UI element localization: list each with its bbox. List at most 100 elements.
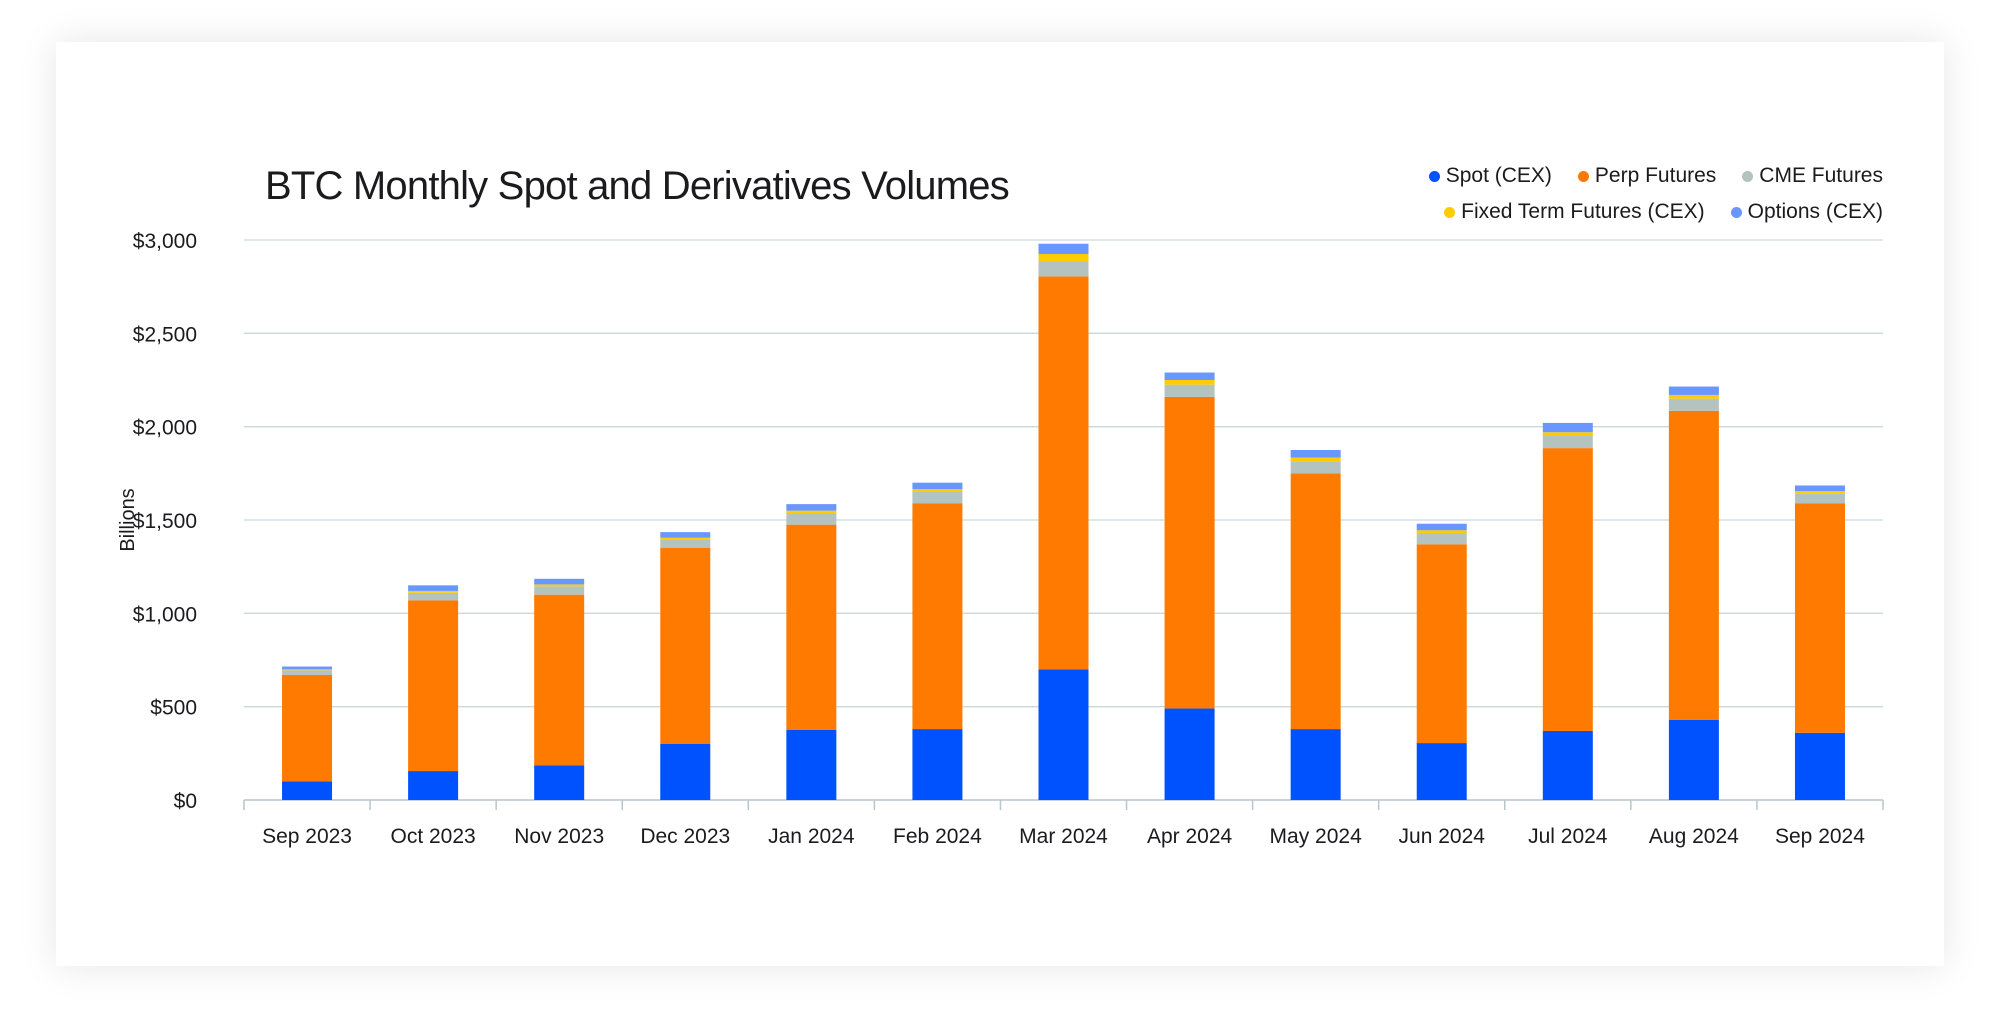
bar-segment bbox=[660, 539, 711, 548]
bar-segment bbox=[282, 781, 333, 800]
bar-segment bbox=[786, 524, 837, 730]
bar-segment bbox=[1794, 493, 1845, 504]
x-tick-label: Feb 2024 bbox=[893, 825, 982, 848]
bar-segment bbox=[1668, 398, 1719, 411]
bar-segment bbox=[1542, 432, 1593, 436]
x-tick-label: Apr 2024 bbox=[1147, 825, 1233, 848]
legend-label-perp: Perp Futures bbox=[1594, 164, 1717, 187]
bar-segment bbox=[1668, 410, 1719, 720]
bar-segment bbox=[1290, 473, 1341, 730]
x-tick-label: Sep 2023 bbox=[262, 825, 352, 848]
bar-segment bbox=[1542, 448, 1593, 731]
bar-segment bbox=[1794, 732, 1845, 800]
bar-segment bbox=[1164, 708, 1215, 800]
chart-legend: Spot (CEX) Perp Futures CME Futures Fixe… bbox=[1428, 158, 1883, 230]
legend-swatch-fixed-term bbox=[1444, 206, 1456, 218]
bar-segment bbox=[1038, 669, 1089, 800]
bar-segment bbox=[912, 503, 963, 730]
bar-segment bbox=[408, 585, 459, 591]
bar-segment bbox=[1416, 530, 1467, 534]
x-tick-label: Oct 2023 bbox=[390, 825, 475, 848]
bar-segment bbox=[534, 594, 585, 766]
x-tick-label: Nov 2023 bbox=[514, 825, 604, 848]
bar-segment bbox=[1416, 523, 1467, 531]
bar-segment bbox=[1416, 544, 1467, 744]
x-tick-label: Jul 2024 bbox=[1528, 825, 1608, 848]
legend-swatch-cme bbox=[1742, 170, 1754, 182]
bar-segment bbox=[1164, 384, 1215, 397]
bar-segment bbox=[660, 532, 711, 538]
legend-row-1: Spot (CEX) Perp Futures CME Futures bbox=[1428, 158, 1883, 194]
legend-label-spot: Spot (CEX) bbox=[1445, 164, 1552, 187]
legend-row-2: Fixed Term Futures (CEX) Options (CEX) bbox=[1429, 194, 1883, 230]
bar-segment bbox=[534, 586, 585, 595]
x-tick-label: Mar 2024 bbox=[1019, 825, 1108, 848]
legend-label-fixed-term: Fixed Term Futures (CEX) bbox=[1461, 200, 1705, 223]
legend-swatch-spot bbox=[1428, 170, 1440, 182]
bar-segment bbox=[1668, 386, 1719, 395]
bar-segment bbox=[534, 765, 585, 800]
bar-segment bbox=[1416, 743, 1467, 800]
y-axis-label: Billions bbox=[117, 488, 139, 551]
x-tick-label: Jan 2024 bbox=[768, 825, 855, 848]
legend-label-options: Options (CEX) bbox=[1747, 200, 1883, 223]
bar-segment bbox=[1542, 422, 1593, 433]
legend-swatch-perp bbox=[1577, 170, 1589, 182]
legend-item-options: Options (CEX) bbox=[1730, 200, 1883, 224]
y-tick-label: $3,000 bbox=[133, 230, 197, 253]
bar-segment bbox=[282, 666, 333, 670]
bar-segment bbox=[1668, 394, 1719, 399]
bar-segment bbox=[786, 730, 837, 800]
y-tick-label: $500 bbox=[150, 697, 197, 720]
bar-segment bbox=[1038, 276, 1089, 670]
legend-item-cme: CME Futures bbox=[1742, 164, 1883, 188]
bar-segment bbox=[282, 669, 333, 671]
chart-title: BTC Monthly Spot and Derivatives Volumes bbox=[265, 164, 1010, 208]
chart-card bbox=[56, 42, 1944, 966]
bar-segment bbox=[912, 482, 963, 490]
bar-segment bbox=[1542, 730, 1593, 800]
bar-segment bbox=[1668, 719, 1719, 800]
bar-segment bbox=[1164, 372, 1215, 380]
bar-segment bbox=[1794, 485, 1845, 492]
bar-segment bbox=[1794, 503, 1845, 733]
bar-segment bbox=[1794, 491, 1845, 494]
bar-segment bbox=[660, 744, 711, 800]
bar-segment bbox=[1290, 729, 1341, 800]
x-tick-label: Dec 2023 bbox=[640, 825, 730, 848]
legend-swatch-options bbox=[1730, 206, 1742, 218]
bar-segment bbox=[282, 670, 333, 675]
bar-segment bbox=[660, 537, 711, 540]
bar-segment bbox=[786, 504, 837, 511]
bar-segment bbox=[1542, 436, 1593, 449]
legend-item-spot: Spot (CEX) bbox=[1428, 164, 1552, 188]
bar-segment bbox=[912, 729, 963, 800]
y-tick-label: $0 bbox=[174, 790, 197, 813]
x-tick-label: May 2024 bbox=[1270, 825, 1363, 848]
bar-segment bbox=[786, 513, 837, 525]
bar-segment bbox=[408, 590, 459, 593]
bar-segment bbox=[1038, 261, 1089, 277]
x-tick-label: Jun 2024 bbox=[1399, 825, 1486, 848]
bar-segment bbox=[1038, 254, 1089, 262]
bar-segment bbox=[660, 548, 711, 744]
bar-segment bbox=[408, 592, 459, 601]
bar-segment bbox=[1038, 243, 1089, 254]
y-tick-label: $2,000 bbox=[133, 417, 197, 440]
bar-segment bbox=[1290, 457, 1341, 462]
y-tick-label: $1,500 bbox=[133, 510, 197, 533]
bar-segment bbox=[408, 771, 459, 800]
bar-segment bbox=[1164, 380, 1215, 385]
y-tick-label: $2,500 bbox=[133, 323, 197, 346]
bar-segment bbox=[534, 578, 585, 585]
x-tick-label: Sep 2024 bbox=[1775, 825, 1865, 848]
bar-segment bbox=[1416, 533, 1467, 545]
bar-segment bbox=[1290, 450, 1341, 458]
bar-segment bbox=[534, 584, 585, 587]
bar-segment bbox=[1164, 396, 1215, 709]
bar-segment bbox=[912, 492, 963, 504]
legend-item-fixed-term: Fixed Term Futures (CEX) bbox=[1444, 200, 1705, 224]
legend-label-cme: CME Futures bbox=[1759, 164, 1883, 187]
bar-segment bbox=[408, 600, 459, 772]
